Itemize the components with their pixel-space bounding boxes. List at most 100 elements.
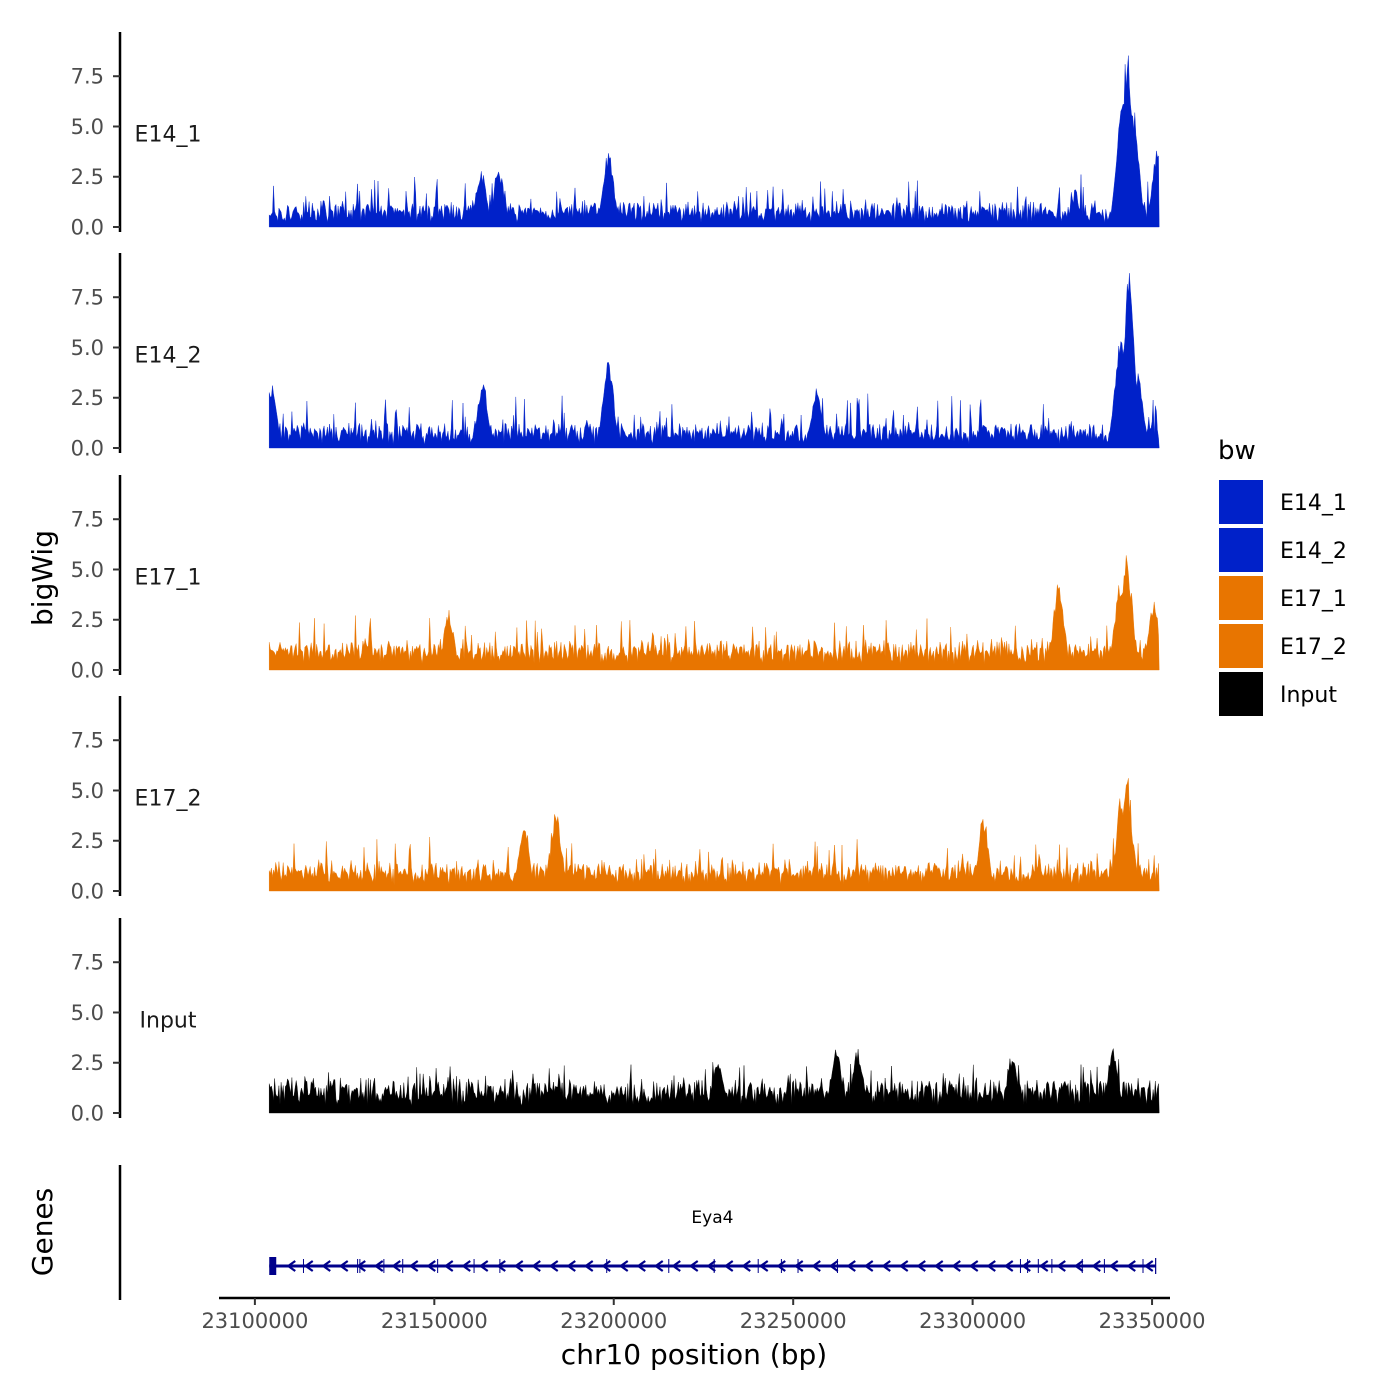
x-tick-label: 23200000 bbox=[560, 1309, 667, 1333]
y-tick-label: 7.5 bbox=[71, 951, 104, 975]
panel-Input: 0.0 2.5 5.0 7.5 Input bbox=[71, 918, 1160, 1126]
strand-arrow bbox=[496, 1260, 506, 1272]
signal-track-E14_2 bbox=[269, 273, 1160, 449]
strand-arrow bbox=[741, 1260, 751, 1272]
strand-arrow bbox=[461, 1260, 471, 1272]
panel-E14_2: 0.0 2.5 5.0 7.5 E14_2 bbox=[71, 253, 1160, 461]
gene-panel: Genes Eya4 bbox=[26, 1165, 1157, 1300]
strand-arrow bbox=[898, 1260, 909, 1272]
y-tick-label: 7.5 bbox=[71, 508, 104, 532]
gene-models: Eya4 bbox=[269, 1208, 1157, 1275]
strand-arrow bbox=[478, 1260, 489, 1272]
y-tick-label: 0.0 bbox=[71, 659, 104, 683]
panel-label-E14_1: E14_1 bbox=[135, 122, 202, 147]
panel-label-E17_2: E17_2 bbox=[135, 786, 202, 811]
strand-arrow bbox=[548, 1260, 559, 1272]
panel-label-E17_1: E17_1 bbox=[135, 565, 202, 590]
legend-title: bw bbox=[1218, 436, 1256, 466]
legend-label-E17_1: E17_1 bbox=[1280, 587, 1347, 612]
strand-arrow bbox=[303, 1260, 314, 1272]
y-tick-label: 7.5 bbox=[71, 65, 104, 89]
panel-label-E14_2: E14_2 bbox=[135, 343, 202, 368]
strand-arrow bbox=[863, 1260, 874, 1272]
panel-label-Input: Input bbox=[140, 1008, 197, 1033]
legend: bw E14_1 E14_2 E17_1 E17_2 Input bbox=[1217, 436, 1347, 718]
y-tick-label: 5.0 bbox=[71, 779, 104, 803]
strand-arrow bbox=[758, 1260, 769, 1272]
strand-arrow bbox=[776, 1260, 786, 1272]
strand-arrow bbox=[321, 1260, 331, 1272]
x-tick-label: 23300000 bbox=[919, 1309, 1026, 1333]
strand-arrow bbox=[531, 1260, 541, 1272]
gene-exon bbox=[269, 1257, 277, 1275]
y-tick-label: 5.0 bbox=[71, 336, 104, 360]
legend-label-E14_2: E14_2 bbox=[1280, 539, 1347, 564]
strand-arrow bbox=[338, 1260, 349, 1272]
strand-arrow bbox=[951, 1260, 961, 1272]
strand-arrow bbox=[426, 1260, 436, 1272]
x-axis-title: chr10 position (bp) bbox=[561, 1338, 827, 1371]
y-axis-title: bigWig bbox=[26, 530, 59, 626]
strand-arrow bbox=[1056, 1260, 1066, 1272]
strand-arrow bbox=[1038, 1260, 1049, 1272]
strand-arrow bbox=[881, 1260, 891, 1272]
y-tick-label: 2.5 bbox=[71, 165, 104, 189]
panel-E17_2: 0.0 2.5 5.0 7.5 E17_2 bbox=[71, 696, 1160, 904]
x-tick-label: 23350000 bbox=[1099, 1309, 1206, 1333]
y-tick-label: 2.5 bbox=[71, 829, 104, 853]
legend-swatch-E14_1 bbox=[1217, 478, 1265, 526]
strand-arrow bbox=[671, 1260, 681, 1272]
strand-arrow bbox=[653, 1260, 664, 1272]
gene-label: Eya4 bbox=[691, 1208, 733, 1228]
strand-arrow bbox=[286, 1260, 296, 1272]
strand-arrow bbox=[636, 1260, 646, 1272]
strand-arrow bbox=[408, 1260, 419, 1272]
y-tick-label: 2.5 bbox=[71, 608, 104, 632]
strand-arrow bbox=[1091, 1260, 1101, 1272]
legend-entries: E14_1 E14_2 E17_1 E17_2 Input bbox=[1217, 478, 1347, 718]
y-tick-label: 0.0 bbox=[71, 880, 104, 904]
strand-arrow bbox=[706, 1260, 716, 1272]
strand-arrow bbox=[356, 1260, 366, 1272]
signal-track-E17_1 bbox=[269, 555, 1160, 671]
strand-arrow bbox=[723, 1260, 734, 1272]
strand-arrow bbox=[846, 1260, 856, 1272]
strand-arrow bbox=[811, 1260, 821, 1272]
strand-arrow bbox=[1003, 1260, 1014, 1272]
strand-arrow bbox=[968, 1260, 979, 1272]
strand-arrow bbox=[1021, 1260, 1031, 1272]
y-tick-label: 2.5 bbox=[71, 1051, 104, 1075]
signal-track-Input bbox=[269, 1048, 1160, 1114]
panel-E14_1: 0.0 2.5 5.0 7.5 E14_1 bbox=[71, 32, 1160, 240]
y-tick-label: 7.5 bbox=[71, 729, 104, 753]
strand-arrow bbox=[566, 1260, 576, 1272]
strand-arrow bbox=[391, 1260, 401, 1272]
strand-arrow bbox=[1108, 1260, 1119, 1272]
y-tick-label: 7.5 bbox=[71, 286, 104, 310]
legend-label-E17_2: E17_2 bbox=[1280, 635, 1347, 660]
strand-arrow bbox=[1073, 1260, 1084, 1272]
legend-swatch-E14_2 bbox=[1217, 526, 1265, 574]
y-tick-label: 0.0 bbox=[71, 216, 104, 240]
strand-arrow bbox=[618, 1260, 629, 1272]
y-tick-label: 5.0 bbox=[71, 115, 104, 139]
x-tick-label: 23150000 bbox=[381, 1309, 488, 1333]
x-axis: 23100000 23150000 23200000 23250000 23300000… bbox=[201, 1296, 1206, 1371]
strand-arrow bbox=[688, 1260, 699, 1272]
genes-axis-title: Genes bbox=[26, 1188, 59, 1276]
strand-arrow bbox=[1126, 1260, 1136, 1272]
y-tick-label: 0.0 bbox=[71, 437, 104, 461]
strand-arrow bbox=[513, 1260, 524, 1272]
legend-label-E14_1: E14_1 bbox=[1280, 491, 1347, 516]
strand-arrow bbox=[916, 1260, 926, 1272]
strand-arrow bbox=[583, 1260, 594, 1272]
y-tick-label: 2.5 bbox=[71, 386, 104, 410]
strand-arrow bbox=[933, 1260, 944, 1272]
signal-panels: 0.0 2.5 5.0 7.5 E14_1 0.0 2.5 5.0 7.5 E14_2 0.0 2.5… bbox=[71, 32, 1160, 1126]
legend-swatch-E17_2 bbox=[1217, 622, 1265, 670]
y-tick-label: 5.0 bbox=[71, 1001, 104, 1025]
strand-arrow bbox=[1143, 1260, 1154, 1272]
strand-arrow bbox=[986, 1260, 996, 1272]
strand-arrow bbox=[793, 1260, 804, 1272]
